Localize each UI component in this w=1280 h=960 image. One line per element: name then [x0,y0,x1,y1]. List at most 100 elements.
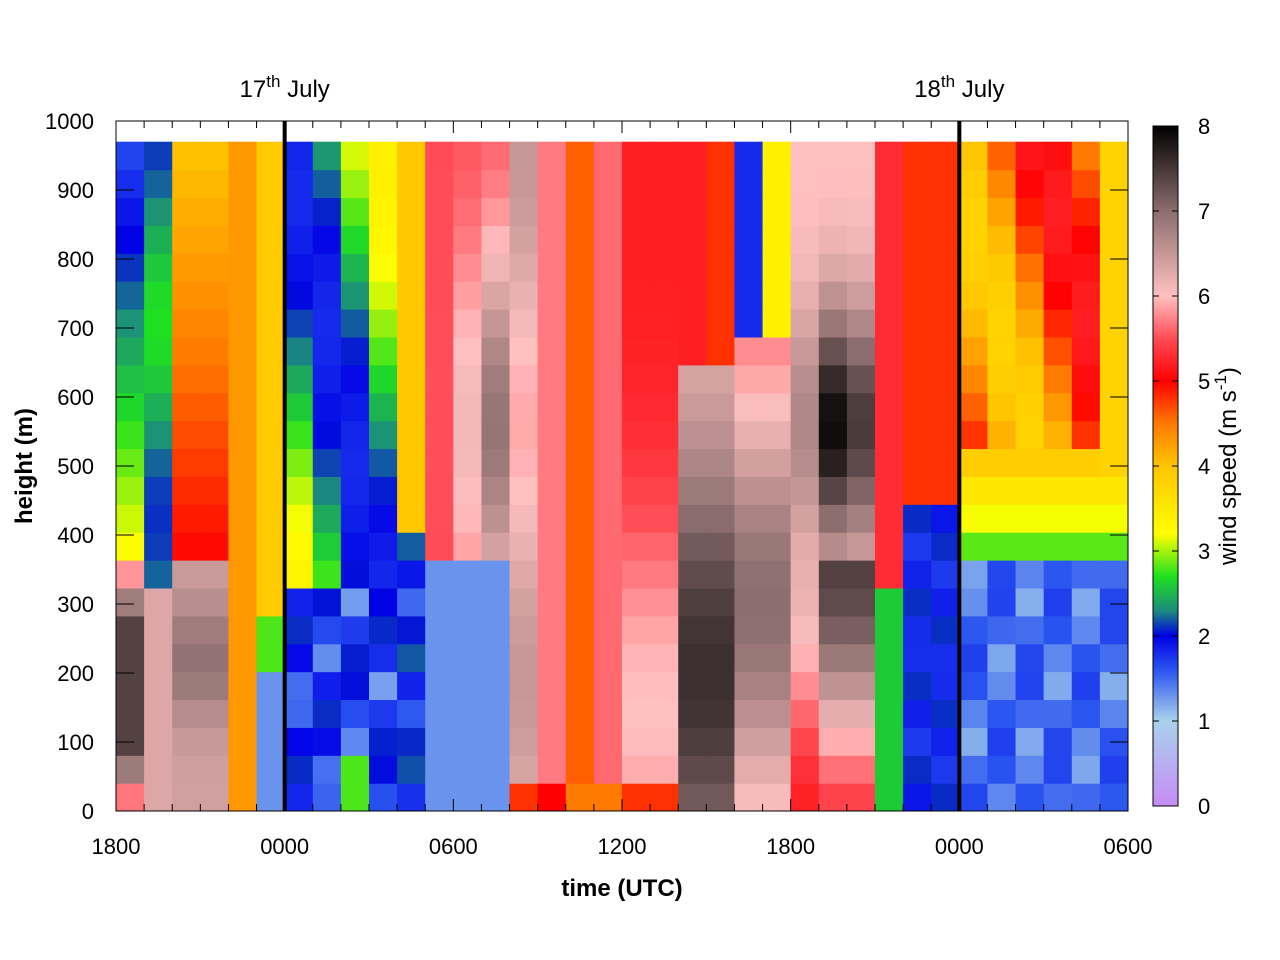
heatmap-cell [593,643,623,673]
heatmap-cell [1099,420,1128,450]
heatmap-cell [959,281,989,310]
heatmap-cell [678,169,707,199]
heatmap-cell [903,476,932,505]
day-marker-lines [282,121,962,811]
heatmap-cell [312,783,342,811]
heatmap-cell [1099,755,1128,784]
heatmap-cell [172,532,201,561]
heatmap-cell [1043,671,1073,701]
heatmap-cell [453,587,483,617]
heatmap-cell [537,364,567,394]
heatmap-cell [987,197,1017,226]
heatmap-cell [818,587,848,617]
heatmap-cell [875,615,904,645]
heatmap-cell [875,587,904,617]
heatmap-cell [650,309,679,338]
heatmap-cell [340,671,370,701]
heatmap-cell [312,476,342,505]
heatmap-cell [734,476,764,505]
heatmap-cell [622,420,651,450]
heatmap-cell [144,169,173,199]
heatmap-cell [734,364,764,394]
heatmap-cell [144,671,173,701]
heatmap-cell [284,281,314,310]
heatmap-cell [200,587,230,617]
heatmap-cell [228,225,258,254]
heatmap-cell [256,783,286,811]
heatmap-cell [593,504,623,533]
heatmap-cell [706,783,736,811]
heatmap-cell [706,699,736,728]
heatmap-cell [172,755,201,784]
heatmap-cell [678,643,707,673]
heatmap-cell [537,309,567,338]
heatmap-cell [622,392,651,422]
heatmap-cell [453,225,483,254]
heatmap-cell [256,504,286,533]
heatmap-cell [284,727,314,756]
heatmap-cell [622,309,651,338]
heatmap-cell [116,309,145,338]
heatmap-cell [312,671,342,701]
heatmap-cell [340,504,370,533]
heatmap-cell [650,560,679,589]
heatmap-cell [425,476,454,505]
colorbar-tick-label: 2 [1198,624,1210,649]
heatmap-cell [931,197,960,226]
heatmap-cell [875,141,904,171]
heatmap-cell [284,699,314,728]
heatmap-cell [734,615,764,645]
heatmap-cell [509,197,539,226]
heatmap-cell [312,448,342,477]
heatmap-cell [1043,699,1073,728]
heatmap-cell [172,587,201,617]
heatmap-cell [790,671,820,701]
heatmap-cell [846,309,876,338]
heatmap-cell [931,392,960,422]
heatmap-cell [116,755,145,784]
heatmap-cell [228,253,258,282]
y-axis-ticks: 0 100 200 300 400 500 600 700 800 900 1000 [45,109,1128,824]
heatmap-cell [734,169,764,199]
heatmap-cell [875,755,904,784]
heatmap-cell [453,671,483,701]
heatmap-cell [312,225,342,254]
heatmap-cell [425,615,454,645]
heatmap-cell [537,615,567,645]
heatmap-cell [453,560,483,589]
heatmap-cell [565,532,595,561]
heatmap-cell [284,336,314,366]
heatmap-cell [116,560,145,589]
heatmap-cell [200,197,230,226]
heatmap-cell [734,560,764,589]
heatmap-cell [369,253,398,282]
heatmap-cell [650,392,679,422]
heatmap-cell [987,476,1017,505]
heatmap-cell [622,587,651,617]
heatmap-cell [397,364,426,394]
heatmap-cell [172,615,201,645]
heatmap-cell [537,141,567,171]
heatmap-cell [959,615,989,645]
heatmap-cell [959,560,989,589]
heatmap-cell [397,615,426,645]
heatmap-cell [846,560,876,589]
heatmap-cell [593,253,623,282]
heatmap-cell [228,448,258,477]
heatmap-cell [481,448,511,477]
heatmap-cell [200,671,230,701]
heatmap-cell [565,253,595,282]
heatmap-cell [1015,225,1045,254]
heatmap-cell [144,699,173,728]
heatmap-cell [1099,253,1128,282]
heatmap-cell [537,671,567,701]
heatmap-cell [425,253,454,282]
heatmap-cell [397,225,426,254]
heatmap-cell [875,699,904,728]
y-tick-label: 700 [57,316,94,341]
heatmap-cell [144,755,173,784]
heatmap-cell [565,699,595,728]
heatmap-cell [425,420,454,450]
heatmap-cell [1043,727,1073,756]
